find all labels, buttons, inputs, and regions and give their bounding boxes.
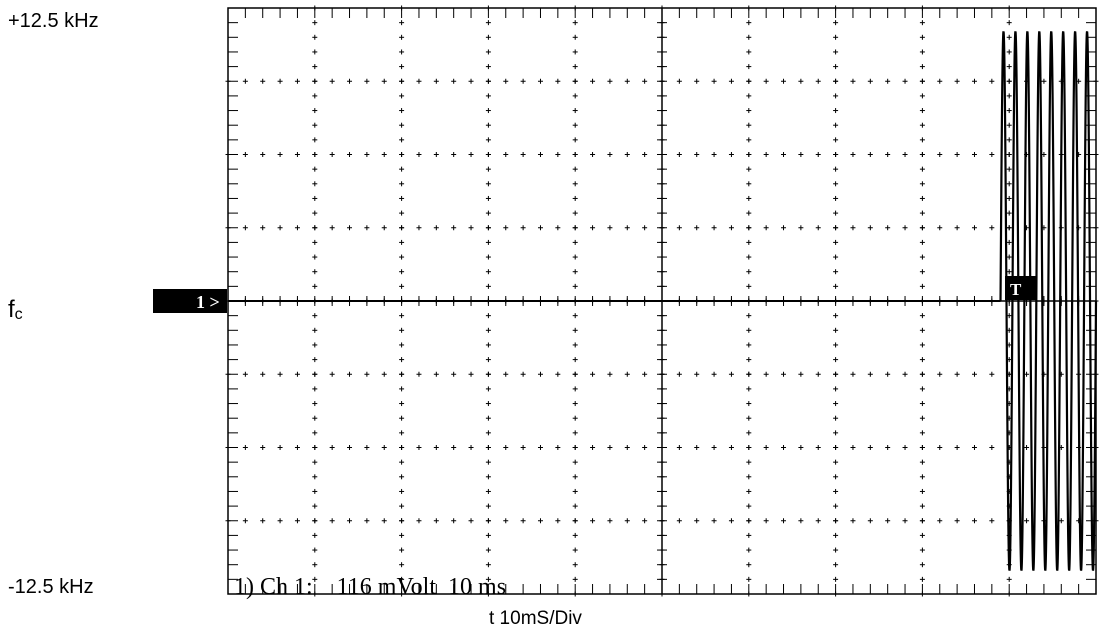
top-scale-label: +12.5 kHz — [8, 10, 99, 32]
channel-marker-box — [153, 289, 227, 313]
channel-marker-label: 1 > — [196, 292, 220, 312]
signal-trace — [228, 31, 1098, 571]
center-frequency-symbol: f — [8, 296, 15, 323]
center-frequency-subscript: c — [14, 306, 23, 323]
trigger-marker-label: T — [1010, 280, 1022, 299]
bottom-scale-label: -12.5 kHz — [8, 576, 94, 598]
center-frequency-label: fc — [8, 296, 23, 324]
channel-readout: 1) Ch 1: 116 mVolt 10 ms — [234, 574, 506, 600]
trigger-marker-box — [1005, 276, 1037, 300]
trace-burst-segment — [999, 31, 1098, 571]
x-axis-label: t 10mS/Div — [489, 608, 582, 629]
